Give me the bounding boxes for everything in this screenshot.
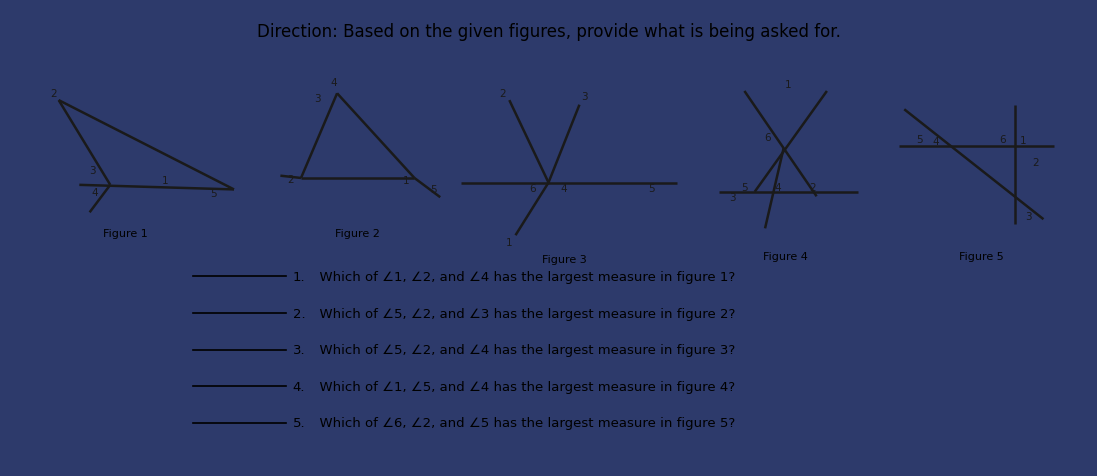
Text: 5: 5: [742, 183, 748, 193]
Text: Direction: Based on the given figures, provide what is being asked for.: Direction: Based on the given figures, p…: [257, 23, 840, 41]
Text: Figure 4: Figure 4: [764, 252, 808, 262]
Text: Figure 5: Figure 5: [959, 252, 1004, 262]
Text: Figure 3: Figure 3: [542, 254, 586, 264]
Text: 1: 1: [506, 238, 512, 248]
Text: 6: 6: [530, 184, 536, 194]
Text: 5: 5: [916, 135, 923, 145]
Text: 2: 2: [50, 89, 57, 99]
Text: 5.: 5.: [293, 416, 305, 429]
Text: 4: 4: [330, 78, 337, 88]
Text: 2.: 2.: [293, 307, 305, 320]
Text: 1: 1: [1019, 136, 1026, 146]
Text: 2: 2: [810, 183, 816, 193]
Text: 1.: 1.: [293, 270, 305, 283]
Text: Which of ∠5, ∠2, and ∠4 has the largest measure in figure 3?: Which of ∠5, ∠2, and ∠4 has the largest …: [312, 344, 736, 357]
Text: 2: 2: [1032, 158, 1039, 168]
Text: Which of ∠1, ∠5, and ∠4 has the largest measure in figure 4?: Which of ∠1, ∠5, and ∠4 has the largest …: [312, 380, 735, 393]
Text: 4: 4: [561, 184, 567, 194]
Text: 3: 3: [1025, 211, 1031, 221]
Text: 4.: 4.: [293, 380, 305, 393]
Text: 4: 4: [91, 188, 98, 197]
Text: 6: 6: [764, 132, 770, 142]
Text: 3: 3: [90, 165, 97, 175]
Text: Which of ∠6, ∠2, and ∠5 has the largest measure in figure 5?: Which of ∠6, ∠2, and ∠5 has the largest …: [312, 416, 736, 429]
Text: 3: 3: [581, 92, 588, 102]
Text: Which of ∠1, ∠2, and ∠4 has the largest measure in figure 1?: Which of ∠1, ∠2, and ∠4 has the largest …: [312, 270, 736, 283]
Text: 1: 1: [403, 176, 409, 186]
Text: 5: 5: [210, 188, 217, 198]
Text: 3: 3: [314, 94, 320, 104]
Text: Figure 1: Figure 1: [103, 229, 148, 239]
Text: 5: 5: [648, 184, 655, 194]
Text: 3: 3: [728, 193, 735, 203]
Text: 1: 1: [784, 80, 791, 90]
Text: Figure 2: Figure 2: [336, 229, 381, 239]
Text: 3.: 3.: [293, 344, 305, 357]
Text: 2: 2: [287, 175, 294, 185]
Text: 2: 2: [499, 89, 506, 99]
Text: Which of ∠5, ∠2, and ∠3 has the largest measure in figure 2?: Which of ∠5, ∠2, and ∠3 has the largest …: [312, 307, 736, 320]
Text: 1: 1: [161, 176, 168, 186]
Text: 4: 4: [932, 137, 939, 147]
Text: 6: 6: [999, 135, 1006, 145]
Text: 4: 4: [774, 183, 781, 193]
Text: 5: 5: [430, 185, 437, 195]
